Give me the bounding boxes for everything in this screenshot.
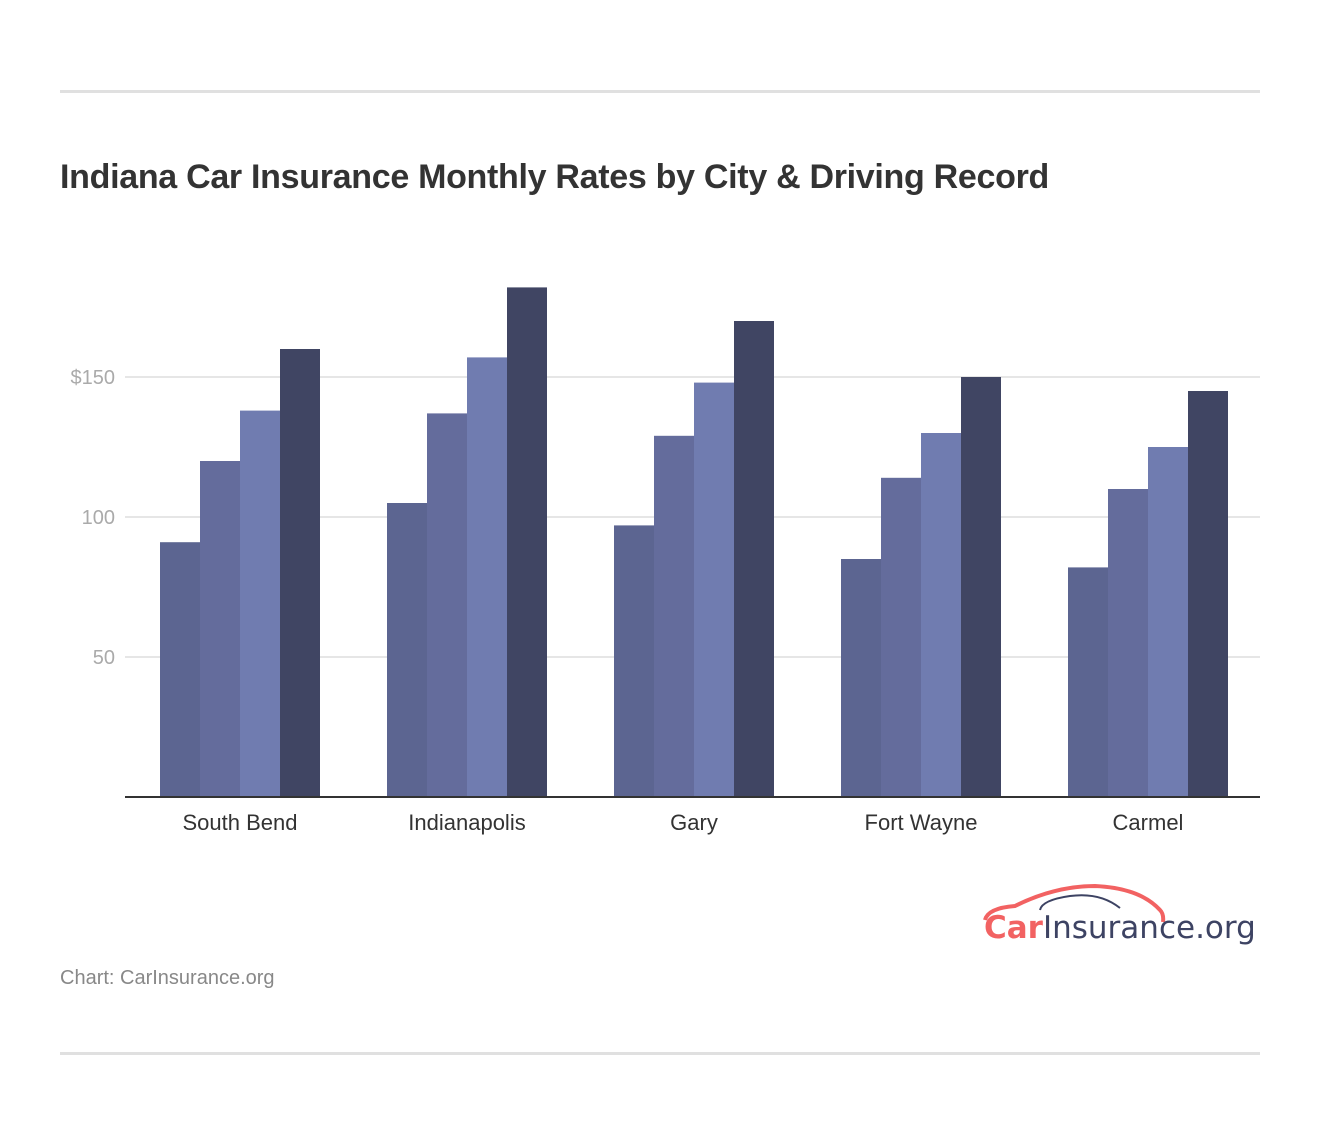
- y-tick-label: 100: [82, 507, 115, 529]
- bar: [280, 349, 320, 797]
- y-tick-label: $150: [71, 367, 116, 389]
- bar: [507, 287, 547, 797]
- chart-title: Indiana Car Insurance Monthly Rates by C…: [60, 158, 1049, 196]
- bottom-divider: [60, 1052, 1260, 1055]
- bar: [841, 559, 881, 797]
- x-tick-label: Carmel: [1113, 810, 1184, 835]
- bar: [387, 503, 427, 797]
- bar: [654, 435, 694, 797]
- x-tick-label: Gary: [670, 810, 718, 835]
- bar: [734, 321, 774, 797]
- bar: [467, 357, 507, 797]
- x-tick-label: Fort Wayne: [865, 810, 978, 835]
- bar: [694, 382, 734, 797]
- bar: [200, 461, 240, 797]
- bar: [1068, 567, 1108, 797]
- logo-text-car: Car: [984, 910, 1043, 946]
- bar: [1108, 489, 1148, 797]
- bar: [961, 377, 1001, 797]
- logo-text-rest: Insurance.org: [1042, 910, 1256, 946]
- bar: [1188, 391, 1228, 797]
- chart-source: Chart: CarInsurance.org: [60, 967, 275, 989]
- bar: [240, 410, 280, 797]
- top-divider: [60, 90, 1260, 93]
- y-tick-label: 50: [93, 647, 115, 669]
- bar: [427, 413, 467, 797]
- bar-chart: 50 100 $150 South Bend Indianapolis Gary Fort …: [71, 287, 1260, 835]
- x-tick-label: Indianapolis: [408, 810, 525, 835]
- x-tick-label: South Bend: [183, 810, 298, 835]
- bar: [921, 433, 961, 797]
- car-outline-icon: [983, 883, 1166, 923]
- bar: [1148, 447, 1188, 797]
- carinsurance-logo: CarInsurance.org: [980, 880, 1256, 955]
- bar: [160, 542, 200, 797]
- bar: [881, 477, 921, 797]
- bar: [614, 525, 654, 797]
